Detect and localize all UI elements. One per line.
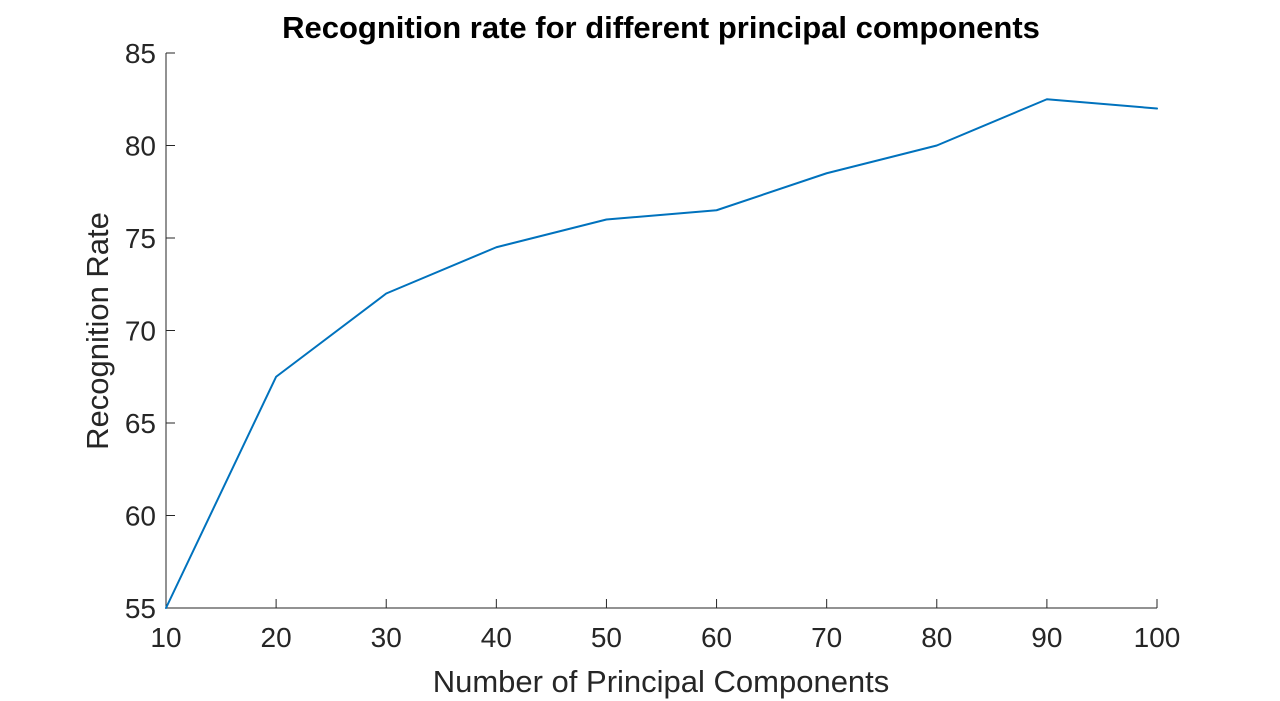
y-tick-label: 65 — [125, 408, 156, 439]
x-tick-label: 80 — [921, 622, 952, 653]
series-line — [165, 98, 1158, 609]
x-tick-label: 100 — [1134, 622, 1181, 653]
y-ticks: 55 60 65 70 75 80 85 — [125, 38, 175, 624]
chart-title: Recognition rate for different principal… — [282, 10, 1040, 45]
x-ticks: 10 20 30 40 50 60 70 80 90 100 — [150, 599, 1180, 653]
x-axis-label: Number of Principal Components — [433, 664, 890, 699]
x-tick-label: 40 — [481, 622, 512, 653]
x-tick-label: 70 — [811, 622, 842, 653]
x-tick-label: 20 — [261, 622, 292, 653]
x-tick-label: 50 — [591, 622, 622, 653]
y-tick-label: 75 — [125, 223, 156, 254]
y-tick-label: 85 — [125, 38, 156, 69]
series-group — [165, 98, 1158, 609]
x-tick-label: 10 — [150, 622, 181, 653]
y-tick-label: 55 — [125, 593, 156, 624]
y-tick-label: 70 — [125, 316, 156, 347]
y-axis-label: Recognition Rate — [80, 212, 115, 450]
axes — [165, 53, 1157, 609]
y-tick-label: 80 — [125, 131, 156, 162]
x-tick-label: 60 — [701, 622, 732, 653]
y-tick-label: 60 — [125, 501, 156, 532]
x-tick-label: 30 — [371, 622, 402, 653]
x-tick-label: 90 — [1031, 622, 1062, 653]
